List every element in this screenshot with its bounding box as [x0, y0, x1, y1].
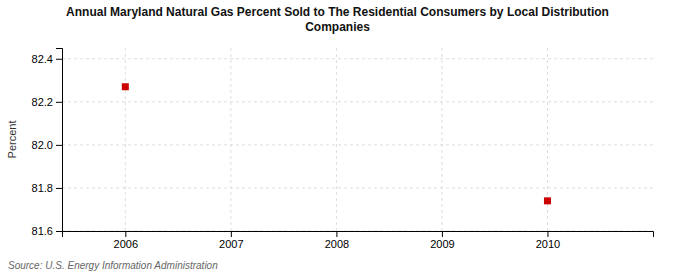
axis-line: [56, 49, 63, 232]
tick-mark: [231, 231, 232, 237]
grid-line: [336, 48, 337, 231]
tick-label: 2009: [430, 238, 454, 250]
tick: 2009: [430, 231, 454, 250]
axis-line: [63, 232, 654, 238]
tick-label: 81.8: [32, 182, 53, 194]
source: Source: U.S. Energy Information Administ…: [8, 260, 218, 271]
tick-label: 82.2: [32, 96, 53, 108]
tick: 2006: [114, 231, 138, 250]
grid-line: [441, 48, 442, 231]
points: [122, 83, 551, 204]
tick: 82.0: [32, 139, 62, 151]
chart: Annual Maryland Natural Gas Percent Sold…: [0, 0, 675, 275]
tick-mark: [56, 59, 62, 60]
tick-mark: [125, 231, 126, 237]
tick: 2008: [325, 231, 349, 250]
plot: 2006 2007 2008 2009 2010 81.6 81.8 82.0 82.2 82.4: [32, 48, 654, 250]
y-axis: 81.6 81.8 82.0 82.2 82.4: [32, 49, 63, 238]
tick-label: 2008: [325, 238, 349, 250]
grid-line: [62, 58, 653, 59]
tick: 2010: [536, 231, 560, 250]
tick: 81.6: [32, 225, 62, 237]
tick-label: 2010: [536, 238, 560, 250]
grid-line: [125, 48, 126, 231]
point: [544, 197, 551, 204]
grid-line: [62, 101, 653, 102]
tick: 82.2: [32, 96, 62, 108]
tick-mark: [547, 231, 548, 237]
tick-mark: [56, 145, 62, 146]
tick-label: 2007: [219, 238, 243, 250]
point: [122, 83, 129, 90]
grid: [62, 48, 653, 231]
tick-label: 2006: [114, 238, 138, 250]
tick-mark: [442, 231, 443, 237]
tick-mark: [56, 102, 62, 103]
grid-line: [62, 144, 653, 145]
y-axis-title: Percent: [6, 121, 18, 159]
x-axis: 2006 2007 2008 2009 2010: [63, 231, 654, 250]
title: Annual Maryland Natural Gas Percent Sold…: [66, 5, 609, 34]
tick-label: 81.6: [32, 225, 53, 237]
tick-mark: [336, 231, 337, 237]
grid-line: [230, 48, 231, 231]
tick-mark: [56, 231, 62, 232]
tick: 81.8: [32, 182, 62, 194]
tick-label: 82.0: [32, 139, 53, 151]
tick: 82.4: [32, 53, 62, 65]
grid-line: [62, 187, 653, 188]
tick-label: 82.4: [32, 53, 53, 65]
tick-mark: [56, 188, 62, 189]
tick: 2007: [219, 231, 243, 250]
